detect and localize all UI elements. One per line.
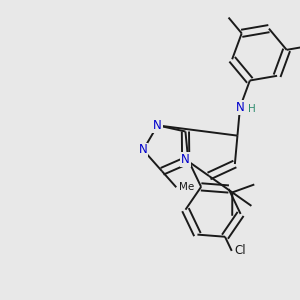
Text: H: H — [248, 104, 256, 114]
Text: N: N — [236, 101, 244, 114]
Text: N: N — [153, 119, 162, 132]
Text: N: N — [139, 143, 148, 157]
Text: Cl: Cl — [234, 244, 246, 257]
Text: Me: Me — [179, 182, 194, 192]
Text: N: N — [181, 153, 190, 166]
